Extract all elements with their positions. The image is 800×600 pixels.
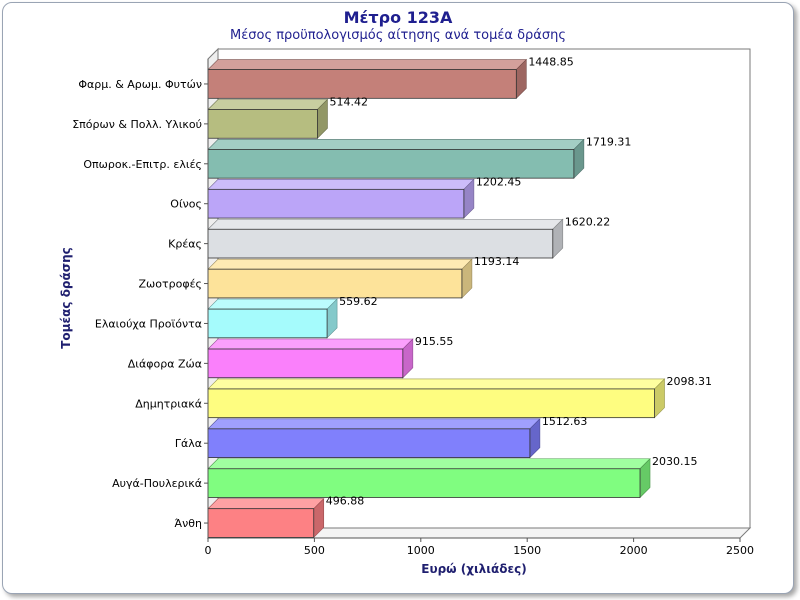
chart-title: Μέτρο 123Α — [343, 8, 453, 27]
bars — [207, 58, 666, 539]
bar-top-face — [207, 498, 325, 509]
bar-front-face — [207, 109, 318, 139]
bar-front-face — [207, 468, 641, 498]
bar-top-face — [207, 338, 414, 350]
bar-front-face — [207, 388, 655, 419]
data-label: 2030.15 — [652, 455, 698, 468]
y-tick-label: Γάλα — [175, 437, 202, 450]
chart-subtitle: Μέσος προϋπολογισμός αίτησης ανά τομέα δ… — [230, 28, 566, 43]
bar-top-face — [207, 59, 528, 70]
y-tick-label: Κρέας — [168, 238, 202, 251]
x-tick-label: 1500 — [513, 544, 541, 557]
bar — [207, 178, 475, 219]
data-label: 514.42 — [329, 96, 368, 109]
y-tick-label: Αυγά-Πουλερικά — [112, 477, 202, 490]
bar-top-face — [207, 378, 666, 390]
bar — [207, 418, 541, 459]
bar-front-face — [207, 308, 328, 339]
bar — [207, 58, 528, 100]
data-label: 1512.63 — [542, 415, 588, 428]
data-label: 1202.45 — [476, 175, 522, 188]
x-tick-label: 2000 — [620, 544, 648, 557]
bar-front-face — [207, 228, 554, 259]
x-tick-label: 1000 — [407, 544, 435, 557]
data-label: 915.55 — [415, 335, 454, 348]
data-label: 2098.31 — [667, 375, 713, 388]
bar-top-face — [207, 298, 338, 310]
y-tick-label: Σπόρων & Πολλ. Υλικού — [72, 118, 202, 131]
bar — [207, 258, 473, 299]
bar-front-face — [207, 149, 575, 179]
y-tick-label: Ζωοτροφές — [139, 278, 202, 291]
bar — [207, 298, 338, 339]
labels: 1448.85 Φαρμ. & Αρωμ. Φυτών 514.42 Σπόρων &… — [72, 56, 754, 557]
bar-top-face — [207, 418, 541, 430]
x-axis-title: Ευρώ (χιλιάδες) — [421, 562, 526, 576]
y-tick-label: Οπωροκ.-Επιτρ. ελιές — [83, 158, 202, 171]
bar-front-face — [207, 69, 517, 99]
bar-front-face — [207, 268, 463, 299]
bar — [207, 378, 666, 419]
bar-front-face — [207, 348, 404, 379]
bar — [207, 497, 325, 539]
data-label: 559.62 — [339, 295, 378, 308]
y-tick-label: Ελαιούχα Προϊόντα — [95, 317, 202, 330]
x-tick-label: 0 — [205, 544, 212, 557]
data-label: 1448.85 — [528, 56, 574, 69]
data-label: 1620.22 — [565, 215, 611, 228]
bar-top-face — [207, 179, 475, 190]
bar — [207, 458, 651, 499]
x-tick-label: 2500 — [726, 544, 754, 557]
bar — [207, 98, 329, 139]
bar — [207, 138, 585, 179]
bar-top-face — [207, 258, 473, 270]
bar — [207, 218, 564, 259]
bar-front-face — [207, 508, 315, 538]
x-tick-label: 500 — [304, 544, 325, 557]
bar — [207, 338, 414, 379]
bar-front-face — [207, 428, 531, 458]
bar-front-face — [207, 188, 465, 219]
y-tick-label: Δημητριακά — [135, 397, 202, 410]
y-tick-label: Άνθη — [175, 517, 202, 530]
y-tick-label: Οίνος — [170, 198, 202, 211]
data-label: 1719.31 — [586, 135, 632, 148]
axes — [204, 59, 741, 542]
bar-top-face — [207, 218, 564, 230]
data-label: 496.88 — [326, 495, 365, 508]
bar-top-face — [207, 458, 651, 470]
y-tick-label: Διάφορα Ζώα — [128, 357, 202, 370]
bar-top-face — [207, 139, 585, 150]
y-tick-label: Φαρμ. & Αρωμ. Φυτών — [78, 78, 202, 91]
data-label: 1193.14 — [474, 255, 519, 268]
bar-top-face — [207, 99, 329, 110]
y-axis-title: Τομέας δράσης — [59, 247, 73, 349]
